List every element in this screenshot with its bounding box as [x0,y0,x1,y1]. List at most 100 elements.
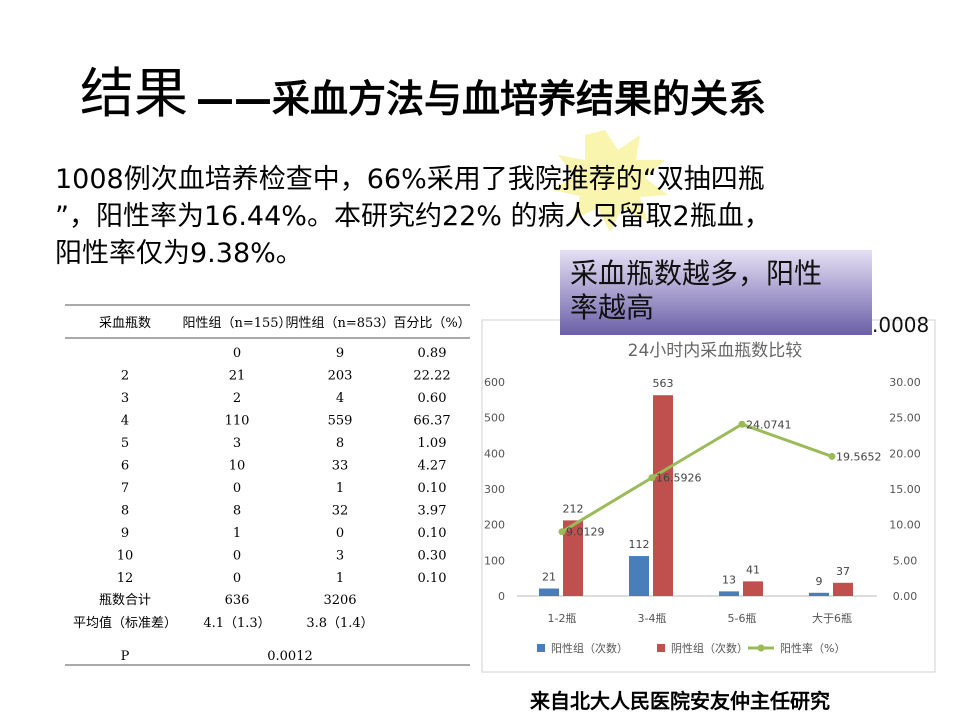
y2-tick-label: 0.00 [893,590,918,603]
table-cell: 10 [229,459,246,474]
chart-title: 24小时内采血瓶数比较 [628,341,803,361]
callout-text: 率越高 [570,291,654,324]
table-cell: 0.30 [418,549,447,564]
table-cell: 3.97 [418,504,447,519]
table-header: 百分比（%） [393,316,470,331]
table-cell: 22.22 [413,369,450,384]
table-cell: 8 [121,504,129,519]
bar [809,592,829,596]
x-tick-label: 大于6瓶 [812,611,852,625]
note: .0008 [872,313,929,337]
table-cell: 636 [225,593,250,608]
table-cell: 1 [233,526,241,541]
title-main: 结果 [80,62,188,125]
table-cell: 559 [328,414,353,429]
legend-swatch [757,644,765,652]
title-rest: ——采血方法与血培养结果的关系 [196,77,766,121]
table-cell: 4.1（1.3） [203,616,270,631]
legend-label: 阴性组（次数） [671,641,748,655]
line-point [558,528,566,536]
x-tick-label: 1-2瓶 [548,611,577,625]
table-cell: P [121,649,130,664]
data-label: 9.0129 [566,526,605,539]
table-cell: 1 [336,481,344,496]
table-cell: 8 [233,504,241,519]
table-cell: 2 [121,369,129,384]
bar [629,556,649,596]
data-label: 16.5926 [656,472,702,485]
table-cell: 0.60 [418,391,447,406]
table-cell: 0 [336,526,344,541]
table-cell: 3 [233,436,241,451]
legend-label: 阳性组（次数） [551,641,628,655]
y2-tick-label: 25.00 [889,412,921,425]
table-cell: 21 [229,369,246,384]
line-point [828,452,836,460]
line-series [561,422,833,533]
data-label: 13 [722,573,736,586]
x-tick-label: 5-6瓶 [728,611,757,625]
callout-text: 采血瓶数越多，阳性 [570,257,822,290]
table-cell: 1.09 [418,436,447,451]
data-label: 41 [746,563,760,576]
table-cell: 0 [233,481,241,496]
line-point [648,474,656,482]
table-cell: 203 [328,369,353,384]
table-cell: 3206 [323,593,356,608]
y2-tick-label: 5.00 [893,554,918,567]
table-cell: 32 [332,504,349,519]
x-tick-label: 3-4瓶 [638,611,667,625]
y2-tick-label: 10.00 [889,519,921,532]
footer: 来自北大人民医院安友仲主任研究 [529,689,830,713]
table-cell: 0.10 [418,526,447,541]
legend-swatch [657,644,665,652]
data-label: 112 [629,538,650,551]
bar [743,581,763,596]
paragraph-line: 1008例次血培养检查中，66%采用了我院推荐的“双抽四瓶 [55,164,765,195]
highlight-burst [552,130,668,232]
table-cell: 4.27 [418,459,447,474]
table-cell: 6 [121,459,129,474]
data-label: 37 [836,565,850,578]
y-tick-label: 100 [484,554,505,567]
data-label: 19.5652 [836,450,882,463]
table-cell: 3.8（1.4） [306,616,373,631]
y-tick-label: 500 [484,412,505,425]
table-cell: 9 [336,346,344,361]
chart-frame [481,319,936,673]
table-cell: 0 [233,571,241,586]
y2-tick-label: 20.00 [889,447,921,460]
bar [833,582,853,596]
y-tick-label: 300 [484,483,505,496]
legend-label: 阳性率（%） [780,641,845,655]
table-cell: 110 [225,414,250,429]
table-cell: 平均值（标准差） [73,615,177,631]
paragraph-line: ”，阳性率为16.44%。本研究约22% 的病人只留取2瓶血， [55,201,771,232]
table-cell: 0.10 [418,571,447,586]
table-header: 阴性组（n=853） [285,316,394,331]
table-cell: 7 [121,481,129,496]
data-label: 24.0741 [746,418,792,431]
table-cell: 66.37 [413,414,450,429]
table-cell: 0 [233,549,241,564]
table-cell: 8 [336,436,344,451]
y2-tick-label: 15.00 [889,483,921,496]
data-label: 212 [563,502,584,515]
table-cell: 0.10 [418,481,447,496]
legend-swatch [537,644,545,652]
table-cell: 3 [336,549,344,564]
table-header: 阳性组（n=155） [182,316,291,331]
data-label: 563 [653,377,674,390]
table-header: 采血瓶数 [99,316,151,331]
y-tick-label: 200 [484,519,505,532]
bar [653,395,673,596]
bar [539,588,559,596]
bar [563,520,583,596]
table-cell: 0.0012 [267,649,313,664]
table-cell: 12 [117,571,134,586]
table-cell: 3 [121,391,129,406]
table-cell: 2 [233,391,241,406]
callout-box [560,250,872,335]
data-label: 21 [542,571,556,584]
